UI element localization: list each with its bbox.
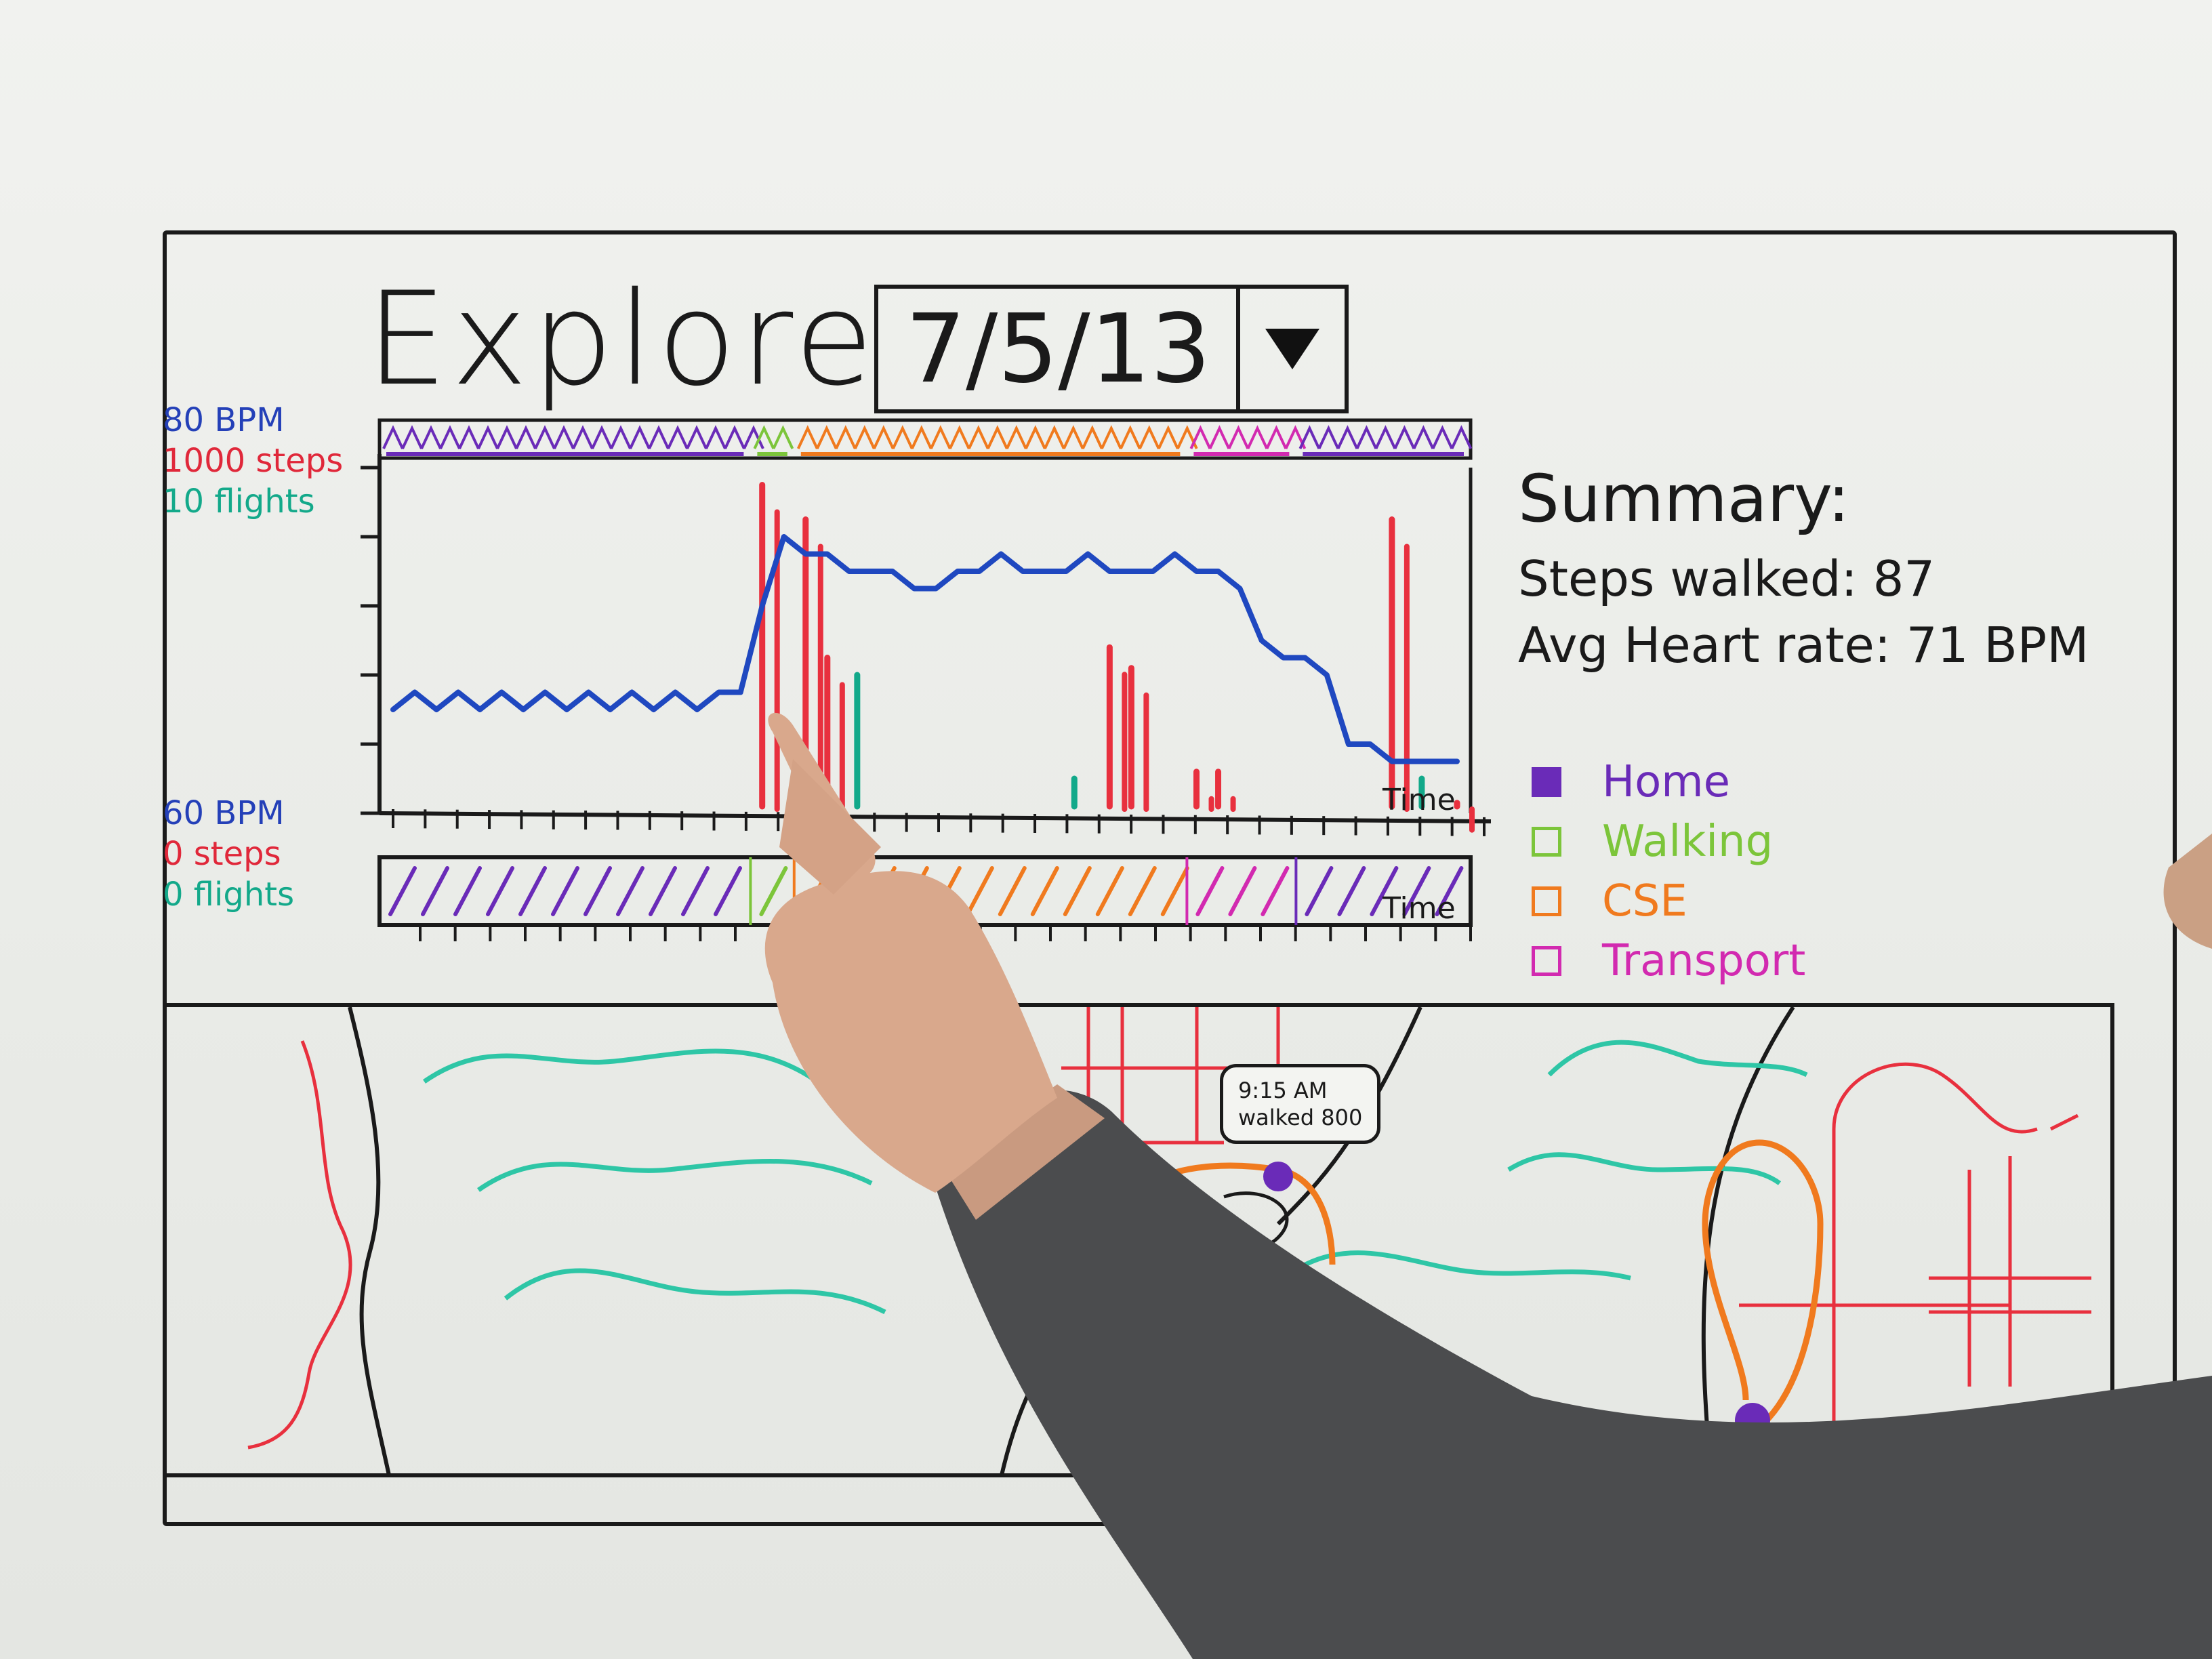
place-marker[interactable] [1735,1403,1770,1438]
date-dropdown[interactable]: 7/5/13 [874,285,1349,413]
activity-timeline[interactable] [377,855,1473,941]
activity-strip-border [377,418,1473,460]
legend-label-walking: Walking [1602,817,1774,867]
route-path [1147,1139,1824,1459]
timeline-segment[interactable] [1195,866,1290,916]
timeline-segment[interactable] [1305,866,1464,916]
activity-strip-segment [753,425,794,449]
walking-swatch [1532,827,1561,857]
legend-item-transport[interactable]: Transport [1532,931,1805,991]
x-axis-label: Time [1382,783,1456,817]
y-axis-top-labels: 80 BPM 1000 steps 10 flights [163,400,343,522]
water-wave [1547,1040,1808,1078]
axis-label-steps-bottom: 0 steps [163,835,281,873]
road-grid-right [1739,1062,2091,1473]
timeline-segment[interactable] [759,866,788,916]
x-axis [379,811,1492,823]
water-wave [1304,1250,1631,1281]
map-callout: 9:15 AM walked 800 [1220,1064,1381,1144]
axis-label-flights-bottom: 0 flights [163,876,295,914]
route-path-secondary [1195,1191,1289,1249]
heart-rate-path [390,534,1460,764]
legend-label-home: Home [1602,757,1730,807]
activity-chart[interactable]: Time Time [352,407,1504,949]
callout-text: walked 800 [1238,1105,1363,1130]
axis-label-steps-top: 1000 steps [163,442,344,480]
date-value: 7/5/13 [905,293,1211,405]
plot-area [361,454,1492,836]
timeline-segment[interactable] [388,866,742,916]
building-outline [1357,1357,1389,1473]
summary-heart-rate: Avg Heart rate: 71 BPM [1518,617,2089,674]
map-canvas[interactable] [167,1007,2114,1477]
legend-label-transport: Transport [1602,936,1806,986]
timeline-segment[interactable] [802,866,1189,916]
timeline-axis-label: Time [1382,891,1456,926]
legend-item-home[interactable]: Home [1532,752,1805,812]
coastline-left [348,1007,391,1473]
water-wave [476,1159,873,1192]
activity-strip-segment [1298,425,1473,449]
summary-panel: Summary: Steps walked: 87 Avg Heart rate… [1518,461,2089,683]
legend-item-walking[interactable]: Walking [1532,812,1805,872]
activity-strip-top [377,418,1473,460]
steps-bars [759,482,1475,833]
axis-label-flights-top: 10 flights [163,483,315,520]
legend-label-cse: CSE [1602,876,1687,926]
callout-time: 9:15 AM [1238,1078,1328,1103]
road-left [247,1040,352,1450]
place-marker[interactable] [1263,1162,1293,1191]
heart-rate-line [390,534,1460,764]
cse-swatch [1532,886,1561,916]
summary-title: Summary: [1518,461,1850,537]
water-wave [504,1268,886,1315]
activity-strip-segment [796,425,1198,449]
y-axis-bottom-labels: 60 BPM 0 steps 0 flights [163,793,294,915]
water-wave [1507,1152,1782,1185]
home-swatch [1532,767,1561,797]
water-wave [422,1048,819,1084]
flights-bars [854,672,1425,810]
chevron-down-icon[interactable] [1236,289,1345,409]
activity-strip-segment [1189,425,1307,449]
transport-swatch [1532,946,1561,976]
summary-steps: Steps walked: 87 [1518,550,1936,607]
axis-label-bpm-top: 80 BPM [163,401,285,439]
place-marker[interactable] [1076,1429,1101,1453]
axis-label-bpm-bottom: 60 BPM [163,794,285,832]
map-panel[interactable] [163,1003,2114,1477]
legend-item-cse[interactable]: CSE [1532,872,1805,931]
page-title: Explore [366,264,878,414]
activity-strip-segment [382,425,764,449]
legend: Home Walking CSE Transport [1532,752,1805,991]
